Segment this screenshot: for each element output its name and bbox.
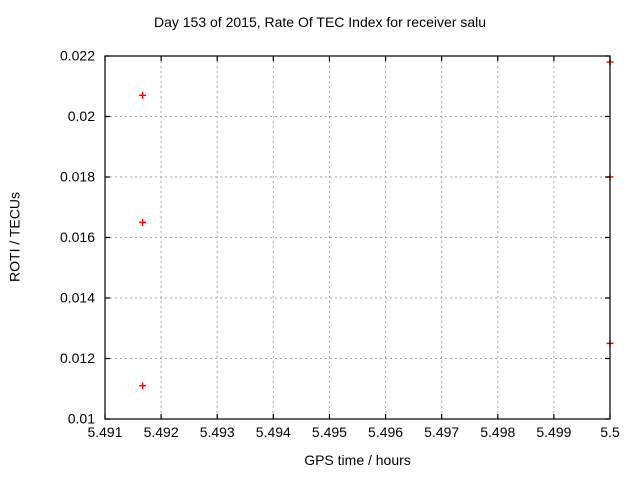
x-tick-label: 5.499: [536, 424, 571, 440]
x-tick-label: 5.497: [424, 424, 459, 440]
x-tick-label: 5.5: [600, 424, 620, 440]
y-tick-label: 0.012: [60, 350, 95, 366]
x-tick-label: 5.494: [256, 424, 291, 440]
x-tick-label: 5.491: [87, 424, 122, 440]
x-tick-label: 5.493: [200, 424, 235, 440]
tick-marks: [104, 55, 611, 420]
y-tick-label: 0.014: [60, 290, 95, 306]
chart-title: Day 153 of 2015, Rate Of TEC Index for r…: [153, 14, 487, 30]
x-tick-label: 5.496: [368, 424, 403, 440]
y-tick-label: 0.02: [68, 108, 95, 124]
y-tick-label: 0.016: [60, 229, 95, 245]
x-axis-label: GPS time / hours: [304, 452, 411, 468]
x-tick-label: 5.498: [480, 424, 515, 440]
x-tick-label: 5.495: [312, 424, 347, 440]
x-tick-label: 5.492: [144, 424, 179, 440]
y-tick-label: 0.018: [60, 169, 95, 185]
data-point-markers: [139, 58, 614, 390]
y-tick-label: 0.01: [68, 411, 95, 427]
y-tick-label: 0.022: [60, 48, 95, 64]
gridlines: [105, 56, 610, 419]
